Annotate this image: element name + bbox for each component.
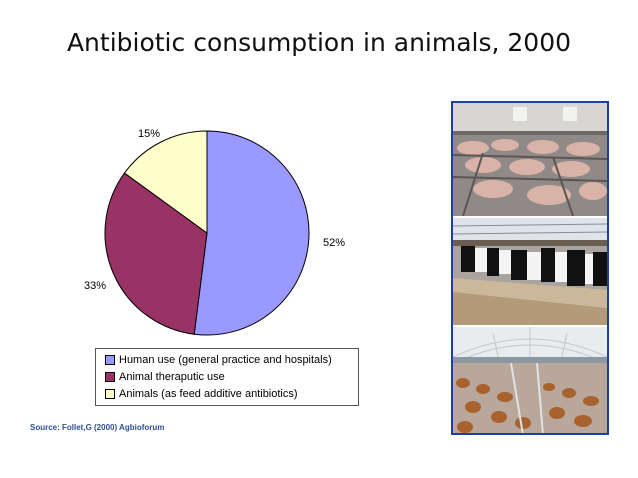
- legend-swatch: [105, 355, 115, 365]
- slice-percent-label: 15%: [138, 128, 160, 140]
- pie-slice-animal-therapeutic: [104, 172, 208, 335]
- pie-slice-human-use: [193, 130, 310, 336]
- photo-strip: [451, 101, 609, 435]
- legend-item-human-use: Human use (general practice and hospital…: [105, 353, 332, 367]
- slice-percent-label: 52%: [323, 237, 345, 249]
- legend-label: Animal theraputic use: [119, 371, 225, 383]
- pie-slice-feed-additive: [123, 130, 208, 234]
- slice-percent-label: 33%: [84, 280, 106, 292]
- chart-legend: Human use (general practice and hospital…: [95, 348, 359, 406]
- legend-label: Animals (as feed additive antibiotics): [119, 388, 298, 400]
- slide-title: Antibiotic consumption in animals, 2000: [66, 28, 572, 57]
- pig-farm-photo: [453, 103, 607, 216]
- legend-item-feed-additive: Animals (as feed additive antibiotics): [105, 387, 298, 401]
- legend-label: Human use (general practice and hospital…: [119, 354, 332, 366]
- legend-swatch: [105, 389, 115, 399]
- legend-item-animal-therapeutic: Animal theraputic use: [105, 370, 225, 384]
- source-citation: Source: Follet,G (2000) Agbioforum: [30, 423, 165, 432]
- legend-swatch: [105, 372, 115, 382]
- poultry-house-photo: [453, 327, 607, 433]
- dairy-cows-photo: [453, 218, 607, 325]
